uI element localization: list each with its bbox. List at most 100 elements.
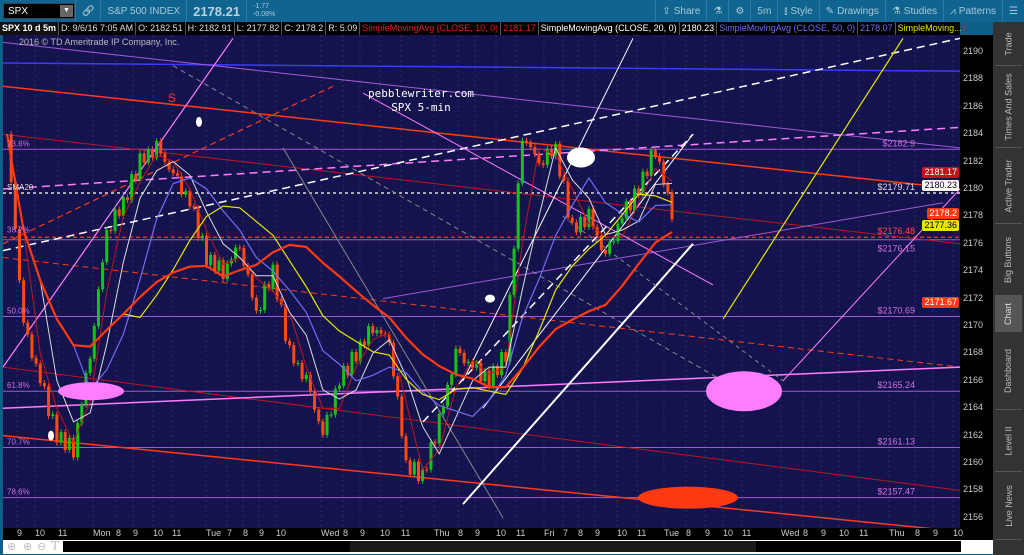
- candle: [184, 191, 188, 195]
- study-name[interactable]: SimpleMoving...: [896, 22, 965, 35]
- price-label: 2171.67: [922, 297, 959, 309]
- toolbar-button-patterns[interactable]: ⩘ Patterns: [943, 0, 1002, 22]
- time-tick: Mon: [93, 528, 111, 538]
- text-tool-icon[interactable]: T: [51, 539, 60, 553]
- candle: [408, 460, 412, 475]
- study-name[interactable]: SimpleMovingAvg (CLOSE, 20, 0): [539, 22, 680, 35]
- fib-price-label: $2170.69: [877, 306, 915, 316]
- toolbar-button-style[interactable]: ⫾ Style: [777, 0, 818, 22]
- trendline: [3, 37, 960, 252]
- chevron-down-icon[interactable]: ▼: [60, 5, 73, 17]
- side-tab-label: Level II: [1003, 425, 1014, 456]
- toolbar-button-menu-icon[interactable]: ☰: [1002, 0, 1024, 22]
- link-icon[interactable]: 🔗: [75, 0, 100, 22]
- side-tab-trade[interactable]: Trade: [995, 22, 1022, 66]
- horizontal-scrollbar[interactable]: [63, 541, 961, 552]
- last-price: 2178.21: [193, 3, 241, 19]
- candle: [333, 388, 337, 415]
- zoom-out-icon[interactable]: ⊖: [37, 541, 47, 553]
- study-name[interactable]: SimpleMovingAvg (CLOSE, 10, 0): [360, 22, 502, 35]
- price-label: 2181.17: [922, 166, 959, 178]
- candle: [246, 265, 250, 275]
- chart-plot[interactable]: 2016 © TD Ameritrade IP Company, Inc. peb…: [3, 35, 960, 528]
- candle: [308, 374, 312, 392]
- candle: [180, 175, 184, 195]
- candle: [641, 171, 645, 196]
- candle: [466, 361, 470, 364]
- fib-price-label: $2176.15: [877, 244, 915, 254]
- candle: [130, 174, 134, 201]
- candle: [254, 297, 258, 311]
- price-tick: 2174: [963, 265, 984, 276]
- candle: [263, 284, 267, 311]
- side-tab-chart[interactable]: Chart: [995, 296, 1022, 332]
- toolbar-button-gear-icon[interactable]: ⚙: [728, 0, 750, 22]
- candle: [367, 326, 371, 346]
- candle: [47, 386, 51, 417]
- trendline: [362, 92, 714, 286]
- side-tab-times-and-sales[interactable]: Times And Sales: [995, 66, 1022, 148]
- candle: [88, 358, 92, 374]
- chart-scrollbar-area[interactable]: ⊕ ⊕ ⊖ T: [3, 539, 993, 554]
- pct-change: -0.08%: [253, 11, 276, 18]
- bar-date: D: 9/6/16 7:05 AM: [59, 22, 137, 35]
- zoom-in-icon[interactable]: ⊕: [23, 541, 33, 553]
- fib-price-label: $2165.24: [877, 380, 915, 390]
- time-tick: 10: [153, 528, 164, 538]
- candle: [554, 143, 558, 157]
- time-tick: Wed: [321, 528, 340, 538]
- annotation-s: S: [168, 91, 176, 105]
- fib-price-label: $2157.47: [877, 487, 915, 497]
- candle: [500, 352, 504, 376]
- candle: [566, 180, 570, 218]
- side-tab-live-news[interactable]: Live News: [995, 472, 1022, 540]
- candle: [329, 414, 333, 416]
- toolbar-button-share[interactable]: ⇪ Share: [655, 0, 706, 22]
- target-ellipse: [638, 486, 738, 509]
- candle: [238, 247, 242, 249]
- symbol-input[interactable]: SPX ▼: [3, 3, 75, 19]
- price-axis[interactable]: 2190 2188 2186 2184 2182 2180 2178 2176 2174 2172…: [960, 35, 993, 528]
- candle: [292, 345, 296, 364]
- toolbar-button-drawings[interactable]: ✎ Drawings: [818, 0, 885, 22]
- candle: [80, 404, 84, 424]
- side-tab-active-trader[interactable]: Active Trader: [995, 148, 1022, 224]
- pattern-icon: ⩘: [950, 5, 956, 17]
- time-tick: 8: [803, 528, 809, 538]
- candle: [396, 376, 400, 397]
- sma10-line: [6, 134, 673, 471]
- crosshair-icon[interactable]: ⊕: [7, 541, 17, 553]
- side-tab-dashboard[interactable]: Dashboard: [995, 332, 1022, 410]
- candle: [192, 206, 196, 209]
- time-tick: 9: [17, 528, 23, 538]
- candle: [159, 141, 163, 154]
- time-tick: 8: [578, 528, 584, 538]
- bar-high: H: 2182.91: [186, 22, 235, 35]
- candle: [72, 438, 75, 458]
- share-icon: ⇪: [662, 5, 671, 17]
- toolbar-button-flask-icon[interactable]: ⚗: [706, 0, 728, 22]
- candle: [101, 262, 105, 290]
- price-chart[interactable]: 2016 © TD Ameritrade IP Company, Inc. peb…: [3, 35, 960, 528]
- candle: [620, 218, 624, 224]
- candle: [259, 310, 263, 312]
- candle: [55, 414, 59, 443]
- gear-icon: ⚙: [735, 5, 745, 17]
- side-tab-label: Chart: [1003, 302, 1014, 325]
- toolbar-button-5m[interactable]: 5m: [750, 0, 777, 22]
- toolbar-button-studies[interactable]: ⚗ Studies: [884, 0, 943, 22]
- candle: [520, 140, 524, 184]
- candle: [350, 352, 354, 376]
- study-name[interactable]: SimpleMovingAvg (CLOSE, 50, 0): [717, 22, 859, 35]
- candle: [400, 396, 404, 437]
- side-tab-label: Times And Sales: [1003, 72, 1014, 141]
- candle: [479, 362, 483, 382]
- side-tab-big-buttons[interactable]: Big Buttons: [995, 224, 1022, 296]
- candle: [458, 348, 462, 353]
- side-tab-label: Trade: [1003, 31, 1014, 56]
- candle: [562, 176, 566, 181]
- target-ellipse: [58, 382, 124, 401]
- candle: [574, 222, 578, 233]
- toolbar-button-label: Share: [673, 5, 701, 17]
- side-tab-level-ii[interactable]: Level II: [995, 410, 1022, 472]
